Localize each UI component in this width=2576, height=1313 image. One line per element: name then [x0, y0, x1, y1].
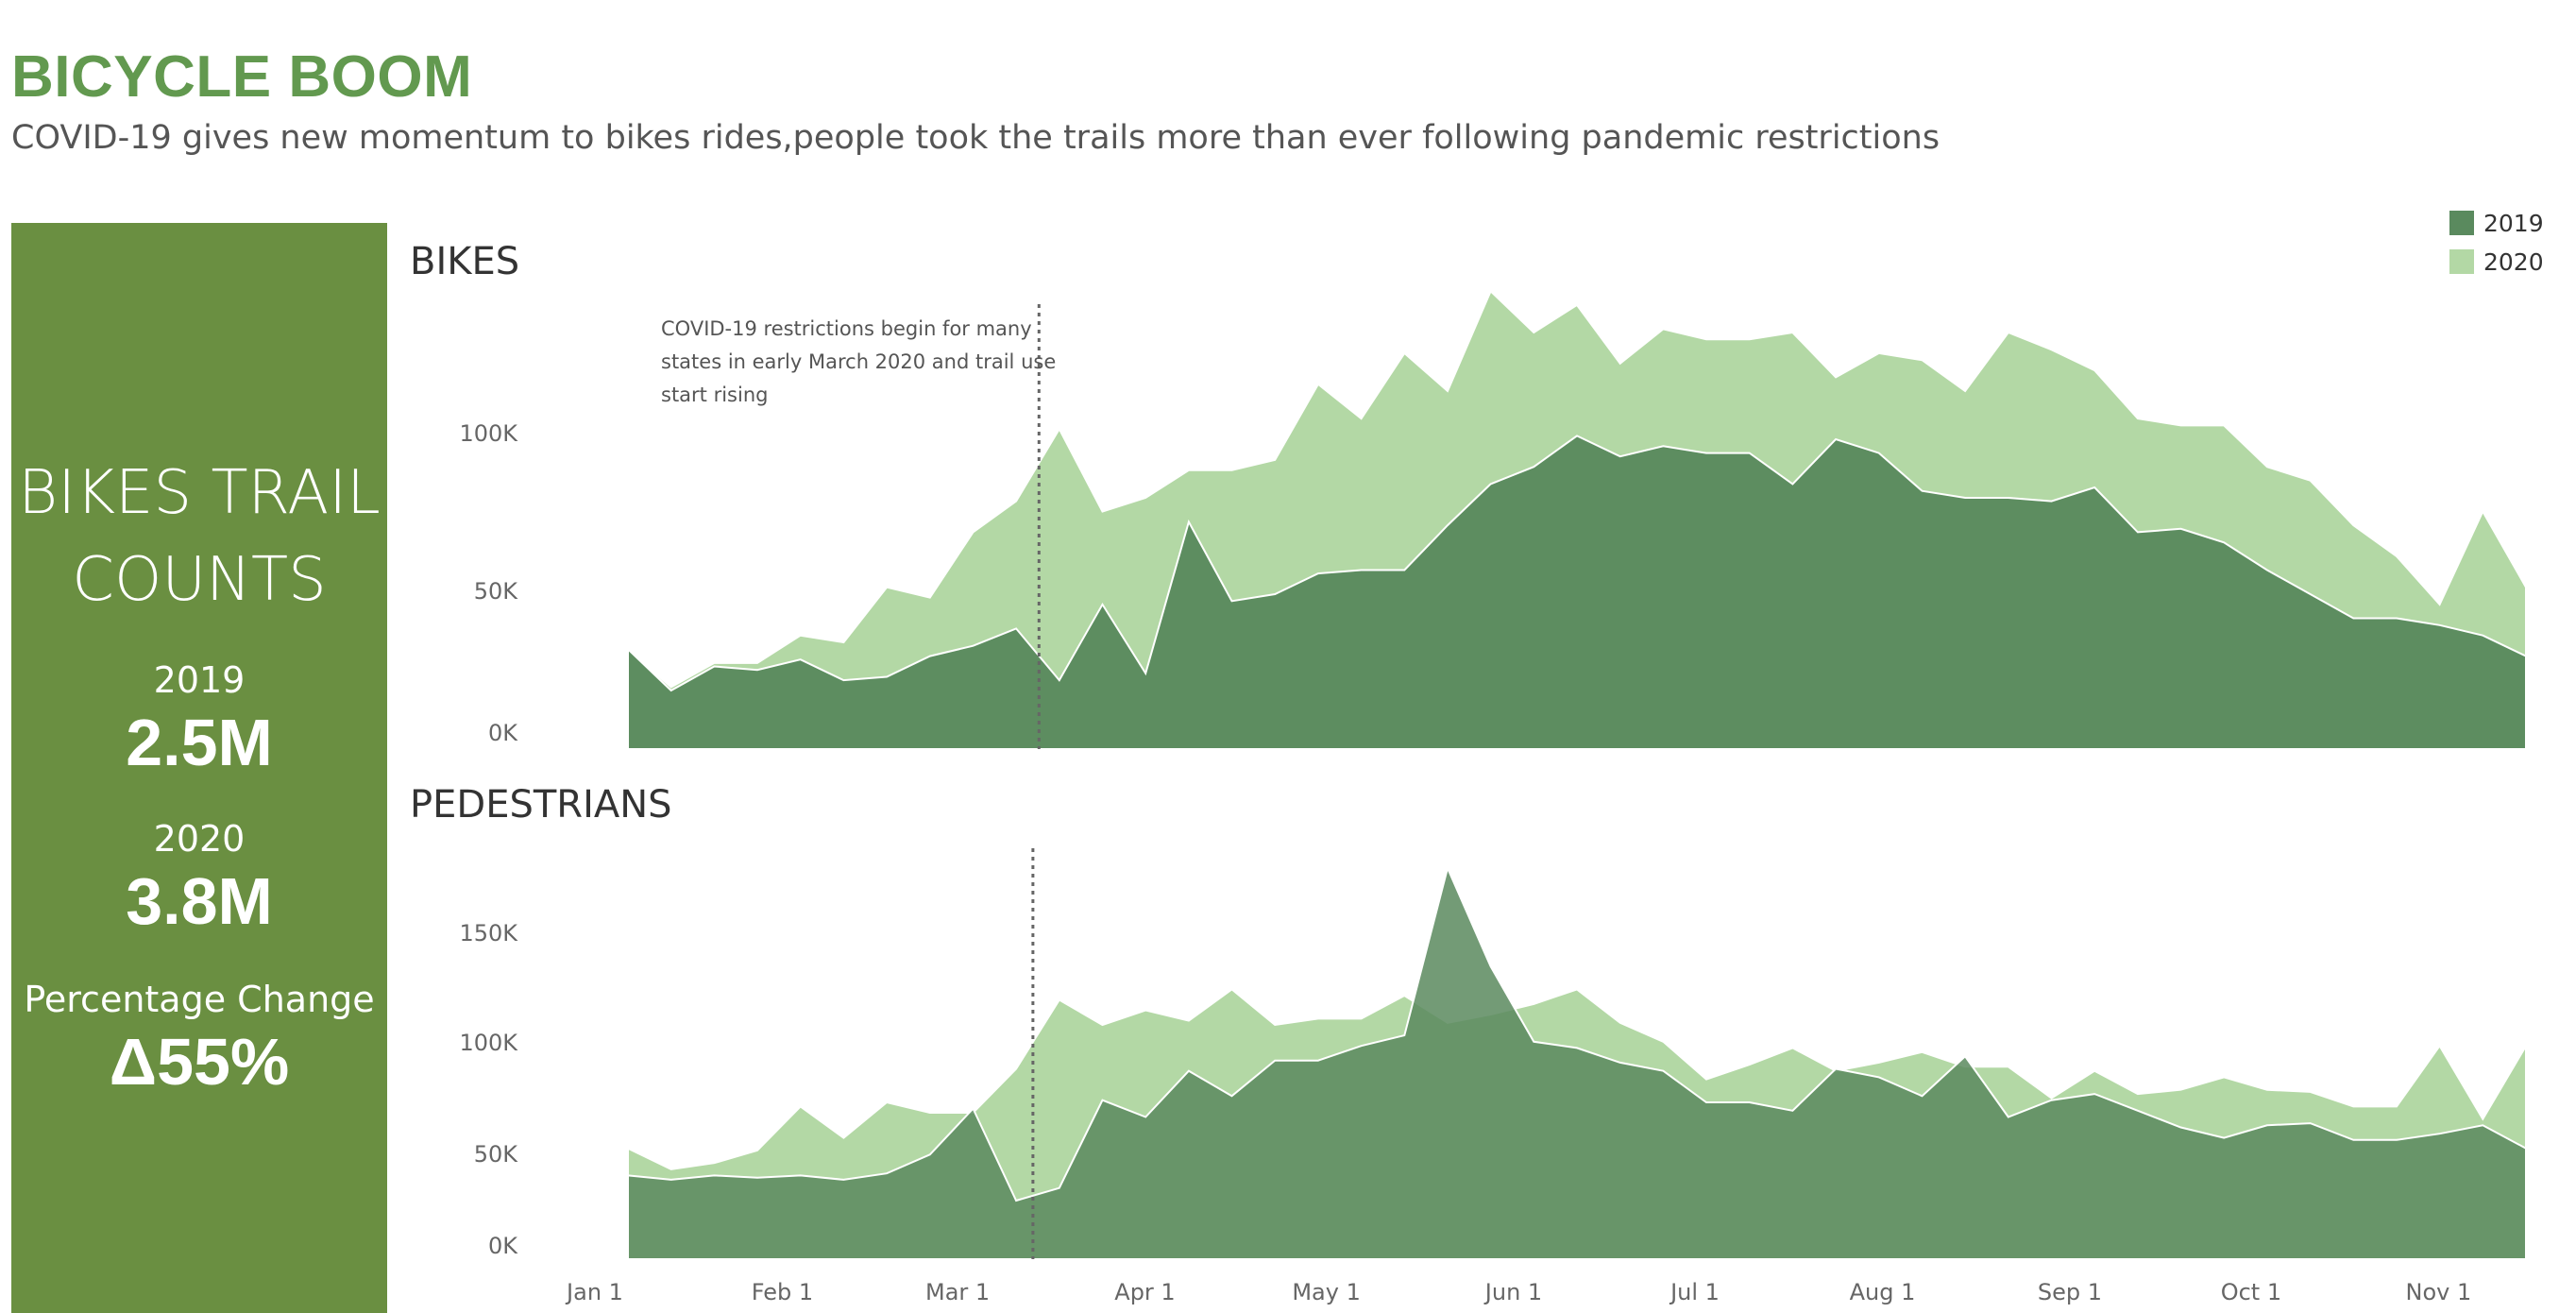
kpi-title: BIKES TRAIL COUNTS	[11, 450, 387, 623]
bikes-chart: BIKES 0K 50K 100K COVID-19 restrictions …	[410, 240, 2527, 750]
pedestrians-y-tick: 50K	[474, 1141, 519, 1168]
bikes-y-tick: 0K	[488, 720, 518, 746]
kpi-value-2020: 3.8M	[126, 864, 273, 938]
kpi-title-line1: BIKES TRAIL	[18, 458, 381, 528]
legend: 2019 2020	[2449, 210, 2544, 276]
pedestrians-y-tick: 100K	[459, 1030, 518, 1056]
kpi-panel: BIKES TRAIL COUNTS 2019 2.5M 2020 3.8M P…	[11, 223, 387, 1313]
legend-swatch-2019	[2449, 211, 2474, 235]
pedestrians-area-2019	[627, 864, 2527, 1260]
x-tick: Jul 1	[1669, 1279, 1720, 1305]
legend-label-2019: 2019	[2483, 210, 2544, 237]
kpi-value-2019: 2.5M	[126, 706, 273, 779]
kpi-title-line2: COUNTS	[72, 545, 327, 615]
x-tick: Jun 1	[1483, 1279, 1542, 1305]
pedestrians-chart: PEDESTRIANS 0K 50K 100K 150K	[410, 783, 2527, 1260]
kpi-value-change: Δ55%	[109, 1025, 290, 1099]
x-tick: Oct 1	[2221, 1279, 2281, 1305]
x-tick: Sep 1	[2038, 1279, 2102, 1305]
page-title: BICYCLE BOOM	[11, 44, 473, 110]
x-tick: Apr 1	[1114, 1279, 1175, 1305]
kpi-label-2020: 2020	[153, 818, 246, 860]
pedestrians-chart-title: PEDESTRIANS	[410, 783, 672, 827]
legend-label-2020: 2020	[2483, 248, 2544, 276]
x-tick: Jan 1	[565, 1279, 623, 1305]
legend-swatch-2020	[2449, 249, 2474, 274]
bikes-chart-title: BIKES	[410, 240, 519, 283]
page-subtitle: COVID-19 gives new momentum to bikes rid…	[11, 119, 1940, 157]
x-tick: May 1	[1292, 1279, 1361, 1305]
kpi-label-change: Percentage Change	[24, 979, 375, 1020]
bikes-area-2019	[627, 435, 2527, 750]
x-tick: Feb 1	[752, 1279, 813, 1305]
bikes-annotation-line-1: COVID-19 restrictions begin for many	[661, 317, 1032, 340]
bikes-y-tick: 50K	[474, 578, 519, 605]
x-axis: Jan 1 Feb 1 Mar 1 Apr 1 May 1 Jun 1 Jul …	[565, 1279, 2471, 1305]
kpi-label-2019: 2019	[153, 659, 246, 701]
pedestrians-y-tick: 0K	[488, 1233, 518, 1259]
x-tick: Nov 1	[2406, 1279, 2472, 1305]
pedestrians-y-tick: 150K	[459, 920, 518, 946]
x-tick: Aug 1	[1850, 1279, 1916, 1305]
bikes-annotation-line-2: states in early March 2020 and trail use	[661, 350, 1056, 373]
x-tick: Mar 1	[925, 1279, 990, 1305]
bikes-y-tick: 100K	[459, 420, 518, 447]
bikes-annotation-line-3: start rising	[661, 384, 768, 406]
